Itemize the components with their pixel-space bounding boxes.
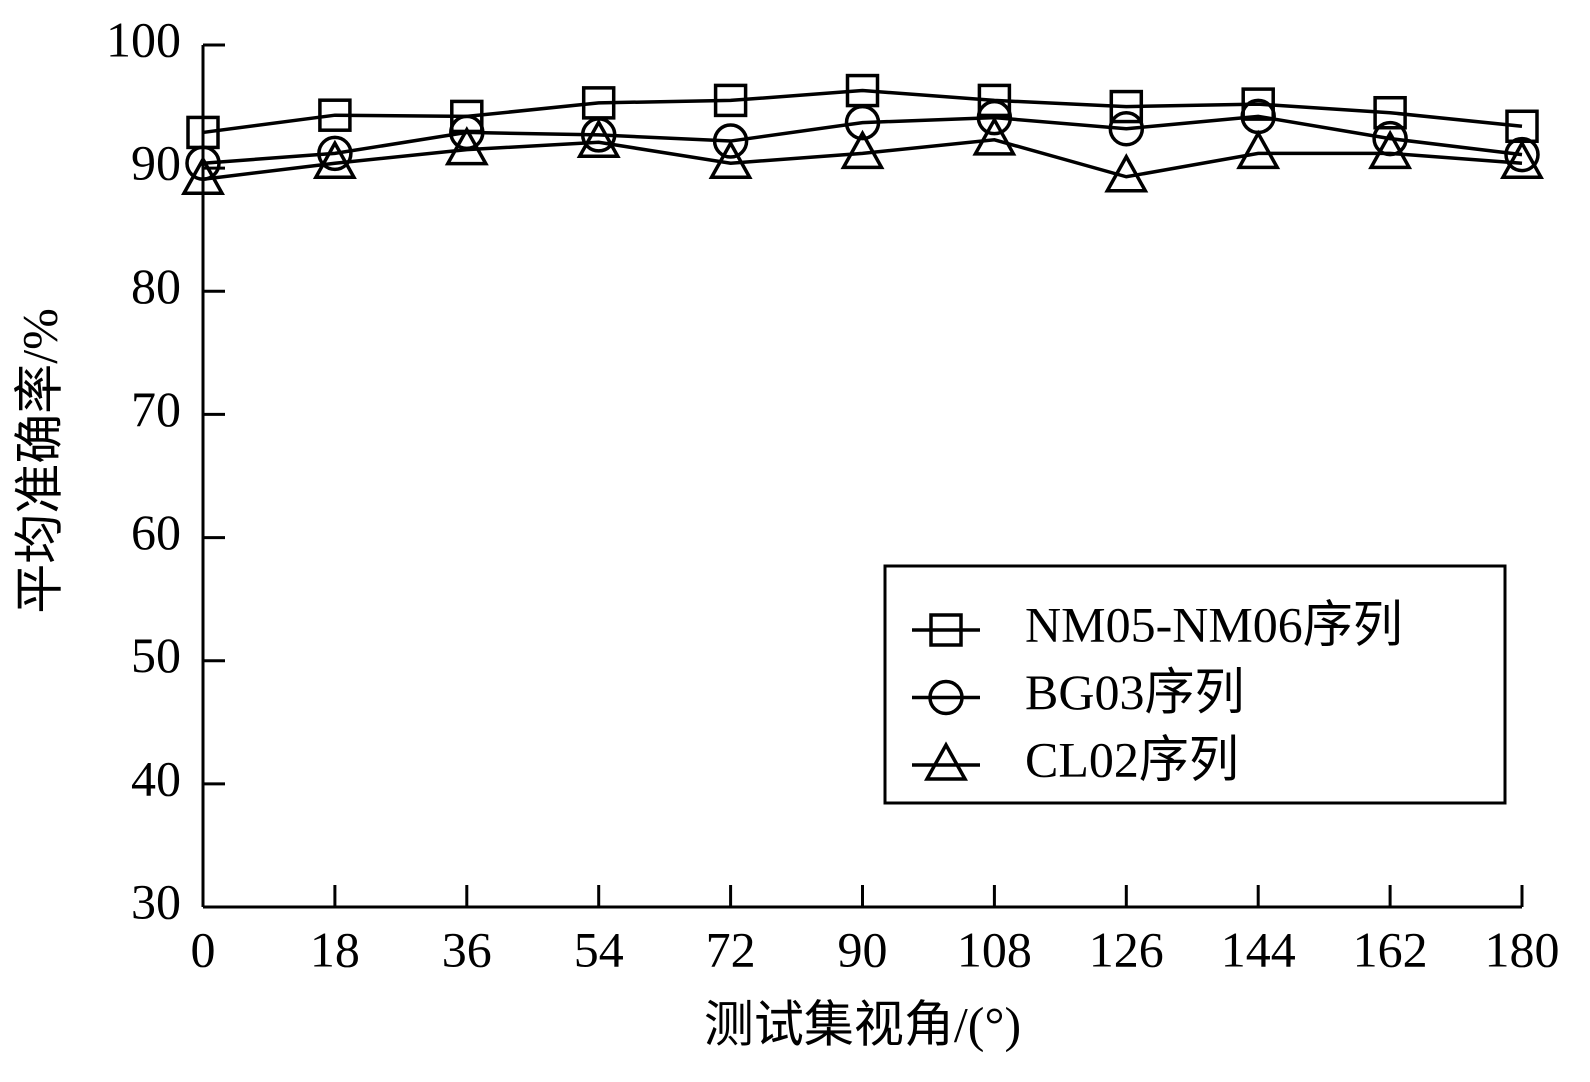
marker-triangle <box>1236 129 1281 170</box>
marker-triangle <box>1104 153 1149 193</box>
x-tick-label: 180 <box>1485 921 1560 977</box>
y-tick-label: 60 <box>131 504 181 560</box>
x-tick-label: 162 <box>1353 921 1428 977</box>
marker-triangle <box>444 126 489 166</box>
y-tick-label: 80 <box>131 258 181 314</box>
x-tick-label: 144 <box>1221 921 1296 977</box>
x-axis-title: 测试集视角/(°) <box>704 996 1021 1052</box>
marker-square <box>1373 95 1407 130</box>
x-tick-label: 90 <box>838 921 888 977</box>
series-line <box>202 88 1523 135</box>
marker-circle <box>976 99 1013 136</box>
legend-label: NM05-NM06序列 <box>1025 596 1403 652</box>
legend-label: BG03序列 <box>1025 664 1244 720</box>
marker-square <box>1109 89 1144 124</box>
legend-box <box>883 564 1507 805</box>
marker-triangle <box>708 139 753 179</box>
y-tick-label: 100 <box>106 11 181 67</box>
marker-square <box>929 613 963 647</box>
x-tick-label: 126 <box>1089 921 1164 977</box>
y-tick-label: 50 <box>131 627 181 683</box>
marker-circle <box>1504 136 1540 173</box>
x-tick-label: 18 <box>310 921 360 977</box>
marker-square <box>713 83 748 118</box>
x-tick-label: 54 <box>574 921 624 977</box>
x-tick-label: 72 <box>706 921 756 977</box>
marker-square <box>1241 87 1275 121</box>
marker-triangle <box>1368 129 1413 170</box>
legend-label: CL02序列 <box>1025 731 1239 787</box>
x-tick-label: 36 <box>442 921 492 977</box>
marker-triangle <box>840 129 885 170</box>
y-tick-label: 30 <box>131 873 181 929</box>
x-tick-label: 108 <box>957 921 1032 977</box>
series-line <box>202 138 1523 181</box>
marker-square <box>318 98 352 132</box>
marker-square <box>977 83 1012 118</box>
marker-triangle <box>181 155 225 195</box>
marker-circle <box>928 679 964 716</box>
marker-circle <box>712 123 749 159</box>
series-line <box>202 114 1523 165</box>
marker-triangle <box>1500 139 1544 179</box>
marker-triangle <box>924 741 968 781</box>
y-tick-label: 90 <box>131 135 181 191</box>
marker-circle <box>1108 110 1145 147</box>
x-tick-label: 0 <box>191 921 216 977</box>
marker-circle <box>317 135 353 172</box>
marker-circle <box>844 104 881 141</box>
y-tick-label: 70 <box>131 381 181 437</box>
marker-triangle <box>312 139 357 179</box>
marker-triangle <box>972 116 1017 156</box>
marker-triangle <box>576 118 621 159</box>
y-axis-title: 平均准确率/% <box>11 308 67 614</box>
y-tick-label: 40 <box>131 750 181 806</box>
